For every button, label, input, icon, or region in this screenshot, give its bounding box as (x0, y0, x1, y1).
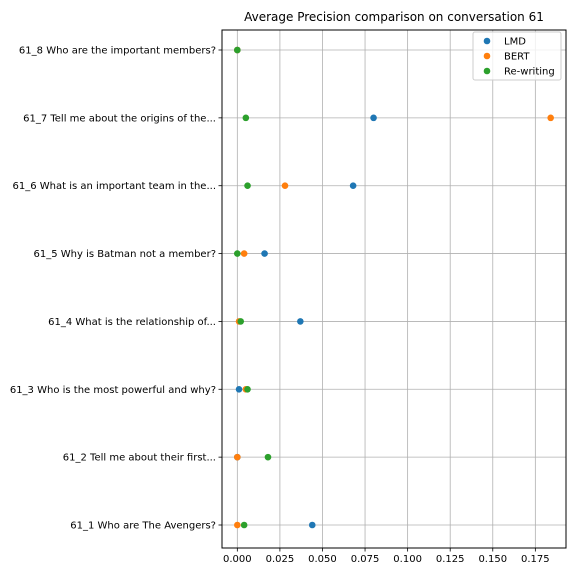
x-tick-label: 0.125 (436, 554, 465, 565)
data-point (547, 114, 554, 122)
data-point (261, 250, 268, 257)
legend-label: BERT (504, 52, 530, 63)
y-tick-label: 61_1 Who are The Avengers? (70, 521, 216, 532)
legend: LMD BERT Re-writing (472, 31, 562, 81)
series-re-writing (234, 46, 272, 529)
data-point (308, 521, 316, 529)
y-tick-label: 61_3 Who is the most powerful and why? (10, 385, 216, 396)
y-tick-label: 61_7 Tell me about the origins of the... (23, 113, 216, 124)
data-point (244, 385, 251, 393)
data-point (240, 250, 248, 257)
grid-lines (222, 30, 566, 548)
data-point (370, 114, 377, 122)
data-point (281, 182, 289, 190)
data-points (234, 46, 554, 529)
y-tick-label: 61_6 What is an important team in the... (13, 181, 216, 192)
data-point (349, 182, 357, 190)
legend-label: Re-writing (504, 67, 555, 78)
x-tick-label: 0.150 (478, 554, 507, 565)
x-tick-label: 0.175 (521, 554, 550, 565)
axis-ticks: 0.000 0.025 0.050 0.075 0.100 0.125 0.150 0.175… (10, 46, 550, 566)
y-tick-label: 61_4 What is the relationship of... (48, 317, 216, 328)
data-point (244, 182, 251, 190)
data-point (234, 521, 241, 529)
chart-title: Average Precision comparison on conversa… (244, 10, 544, 24)
x-tick-label: 0.100 (393, 554, 422, 565)
data-point (234, 250, 241, 257)
axes-frame (221, 29, 567, 549)
data-point (234, 453, 241, 461)
legend-marker (483, 52, 491, 60)
x-tick-label: 0.075 (351, 554, 380, 565)
x-tick-label: 0.025 (266, 554, 295, 565)
y-tick-label: 61_8 Who are the important members? (19, 46, 216, 57)
data-point (237, 318, 245, 325)
legend-label: LMD (504, 37, 526, 48)
data-point (242, 114, 250, 122)
data-point (240, 521, 248, 529)
legend-marker (483, 37, 491, 45)
x-tick-label: 0.050 (308, 554, 337, 565)
legend-marker (483, 67, 491, 75)
y-tick-label: 61_2 Tell me about their first... (63, 453, 216, 464)
legend-box (472, 31, 562, 81)
data-point (264, 453, 272, 461)
data-point (234, 46, 241, 54)
data-point (297, 318, 304, 325)
y-tick-label: 61_5 Why is Batman not a member? (34, 249, 216, 260)
data-point (235, 385, 243, 393)
x-tick-label: 0.000 (223, 554, 252, 565)
